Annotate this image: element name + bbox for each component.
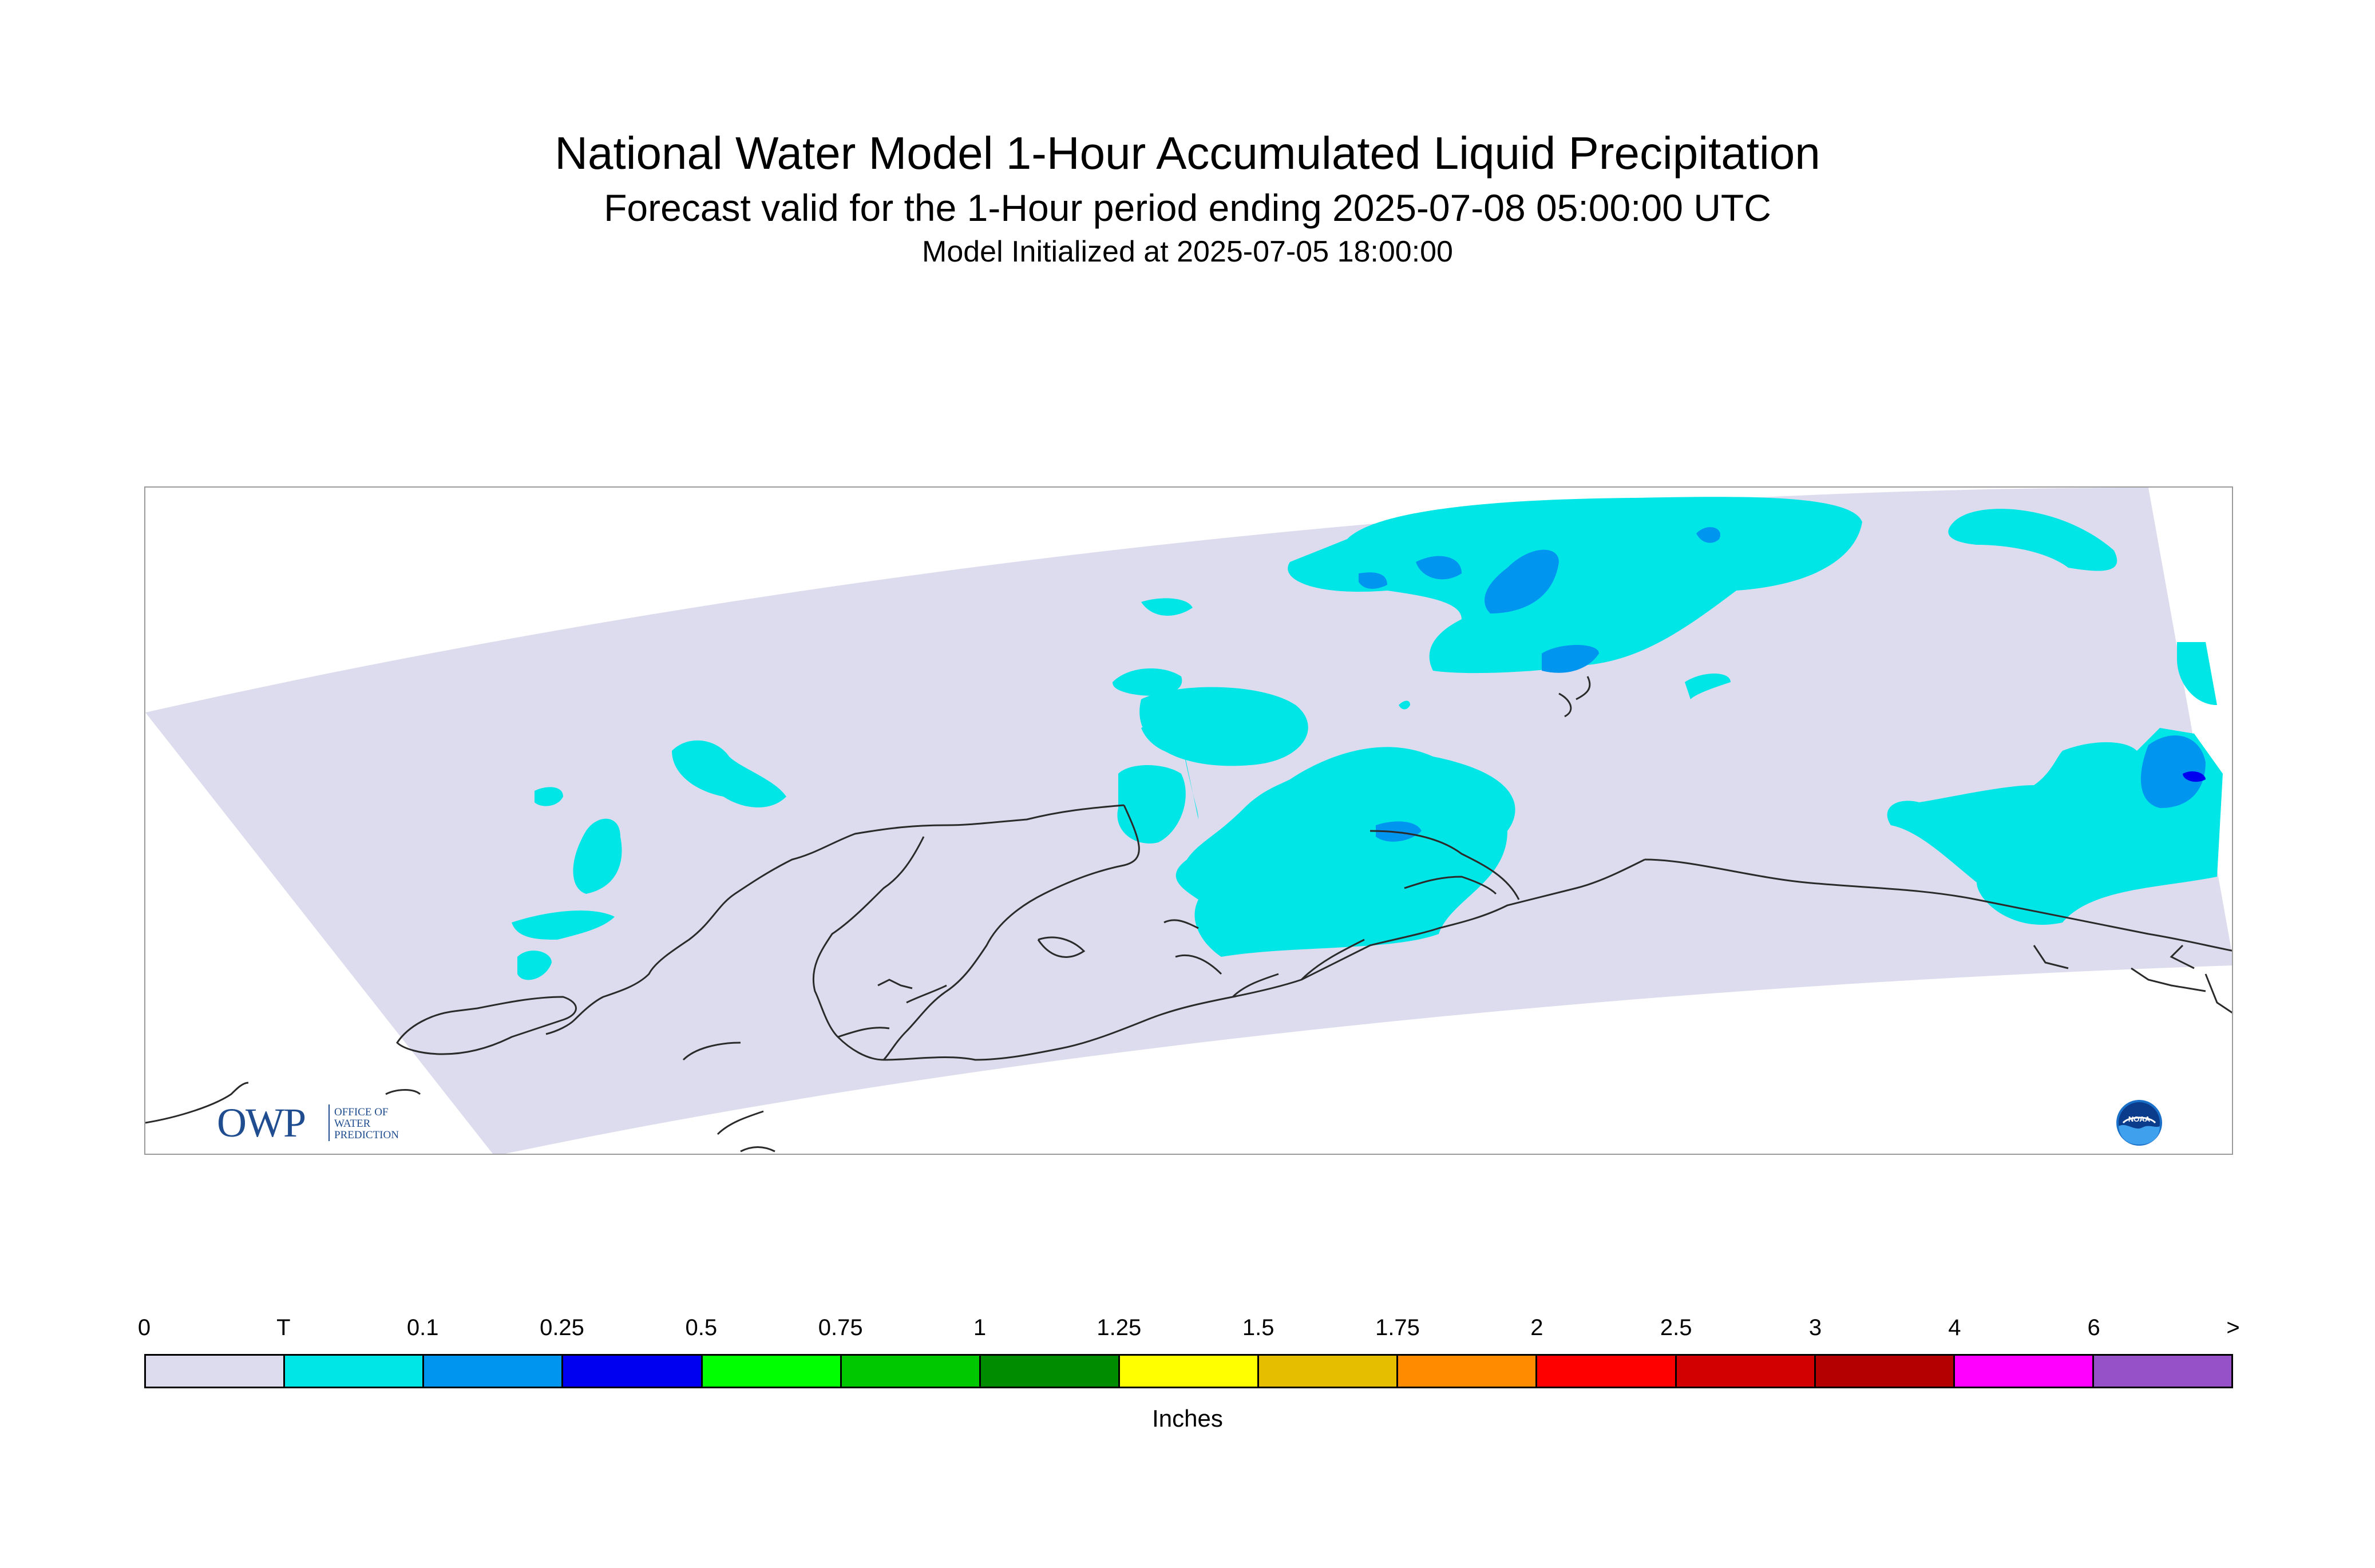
model-init-subtitle: Model Initialized at 2025-07-05 18:00:00 <box>922 235 1453 268</box>
legend-label-13: 4 <box>1948 1315 1961 1340</box>
chart-title: National Water Model 1-Hour Accumulated … <box>555 128 1820 179</box>
legend-swatch-10 <box>1537 1356 1677 1387</box>
legend-swatch-12 <box>1815 1356 1955 1387</box>
legend-swatch-3 <box>563 1356 703 1387</box>
legend-label-8: 1.5 <box>1242 1315 1274 1340</box>
forecast-valid-subtitle: Forecast valid for the 1-Hour period end… <box>604 187 1771 229</box>
owp-line1: OFFICE OF <box>334 1106 389 1118</box>
legend-swatch-9 <box>1398 1356 1538 1387</box>
legend-label-1: T <box>276 1315 291 1340</box>
precip-0p1-areas <box>1359 527 2206 842</box>
legend-swatch-13 <box>1954 1356 2094 1387</box>
precip-0p25-areas <box>2183 771 2206 782</box>
legend-labels: 0 T 0.1 0.25 0.5 0.75 1 1.25 1.5 1.75 2 2.5 3 4 6 > <box>0 1315 2375 1349</box>
legend-label-10: 2 <box>1530 1315 1543 1340</box>
owp-divider <box>328 1104 330 1141</box>
legend-label-7: 1.25 <box>1097 1315 1142 1340</box>
precip-trace-areas <box>512 497 2223 980</box>
legend-label-12: 3 <box>1808 1315 1822 1340</box>
legend-label-5: 0.75 <box>818 1315 863 1340</box>
legend-label-6: 1 <box>973 1315 987 1340</box>
noaa-logo: NOAA <box>2116 1100 2162 1146</box>
legend-swatch-4 <box>702 1356 842 1387</box>
owp-line2: WATER <box>334 1118 371 1130</box>
map-panel: OWP OFFICE OF WATER PREDICTION NOAA <box>144 486 2233 1155</box>
legend-label-0: 0 <box>137 1315 151 1340</box>
legend-swatch-14 <box>2093 1356 2232 1387</box>
model-domain <box>145 488 2232 1154</box>
coastlines <box>145 676 2232 1153</box>
legend-label-4: 0.5 <box>685 1315 718 1340</box>
legend-label-11: 2.5 <box>1660 1315 1692 1340</box>
legend-label-9: 1.75 <box>1375 1315 1420 1340</box>
legend-swatch-6 <box>980 1356 1120 1387</box>
legend-label-2: 0.1 <box>406 1315 439 1340</box>
legend-swatch-11 <box>1676 1356 1816 1387</box>
legend-swatch-7 <box>1119 1356 1260 1387</box>
legend-swatch-5 <box>841 1356 981 1387</box>
legend-label-14: 6 <box>2087 1315 2100 1340</box>
legend-label-3: 0.25 <box>540 1315 584 1340</box>
precipitation-map <box>145 488 2232 1154</box>
legend-units: Inches <box>1152 1405 1223 1432</box>
owp-abbr: OWP <box>217 1100 306 1146</box>
color-legend <box>144 1354 2233 1388</box>
owp-line3: PREDICTION <box>334 1129 399 1141</box>
legend-swatch-8 <box>1259 1356 1399 1387</box>
legend-swatch-2 <box>424 1356 564 1387</box>
legend-label-15: > <box>2226 1315 2240 1340</box>
owp-logo: OWP OFFICE OF WATER PREDICTION <box>217 1100 423 1146</box>
legend-swatch-0 <box>146 1356 286 1387</box>
noaa-logo-text: NOAA <box>2128 1115 2151 1123</box>
legend-swatch-1 <box>285 1356 425 1387</box>
